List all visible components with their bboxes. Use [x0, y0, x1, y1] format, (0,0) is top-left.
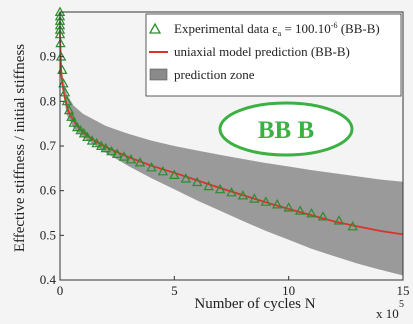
- experimental-data-point: [63, 104, 75, 115]
- badge-text: BB B: [258, 117, 314, 144]
- y-tick-label: 0.4: [40, 272, 57, 287]
- prediction-zone-band: [60, 34, 403, 276]
- x-axis-title: Number of cycles N: [194, 296, 315, 312]
- experimental-data-point: [125, 153, 137, 164]
- y-tick-label: 0.5: [40, 227, 56, 242]
- experimental-data-point: [180, 173, 192, 183]
- experimental-data-point: [157, 166, 169, 176]
- experimental-data-point: [68, 117, 79, 127]
- experimental-data-point: [91, 137, 102, 148]
- experimental-data-point: [347, 220, 358, 231]
- x-tick-label: 5: [171, 283, 178, 298]
- y-tick-label: 0.7: [40, 138, 57, 153]
- experimental-data-point: [306, 207, 317, 218]
- legend-label-zone: prediction zone: [174, 67, 255, 82]
- experimental-data-point: [86, 135, 98, 145]
- experimental-data-point: [82, 131, 93, 141]
- experimental-data-point: [61, 95, 73, 106]
- legend-triangle-marker: [148, 22, 162, 34]
- experimental-data-point: [71, 121, 83, 132]
- experimental-data-point: [191, 176, 203, 187]
- x-tick-label: 15: [397, 283, 410, 298]
- legend-label-experimental: Experimental data εa = 100.10-6 (BB-B): [174, 21, 380, 38]
- legend-label-model: uniaxial model prediction (BB-B): [174, 44, 350, 59]
- legend-item-zone: prediction zone: [149, 67, 255, 82]
- legend-box: [145, 13, 402, 97]
- y-tick-label: 0.6: [40, 183, 57, 198]
- badge-ellipse: [218, 101, 354, 157]
- experimental-data-point: [59, 86, 71, 97]
- legend: Experimental data εa = 100.10-6 (BB-B) u…: [145, 13, 402, 97]
- experimental-data-point: [249, 193, 260, 203]
- x-multiplier-exponent: 5: [399, 299, 404, 310]
- experimental-data-point: [95, 140, 107, 150]
- experimental-data-point: [106, 145, 117, 156]
- experimental-data-point: [75, 124, 86, 135]
- y-axis-title: Effective stiffness / initial stiffness: [12, 44, 28, 252]
- x-axis-multiplier: x 10 5: [376, 299, 404, 321]
- experimental-data-point: [58, 78, 69, 88]
- legend-area-swatch: [149, 68, 168, 81]
- annotation-badge: BB B: [218, 101, 354, 157]
- experimental-data-point: [78, 128, 90, 138]
- experimental-data-point: [226, 187, 237, 197]
- x-multiplier-label: x 10: [376, 306, 399, 321]
- legend-item-model: uniaxial model prediction (BB-B): [149, 44, 350, 59]
- experimental-data-point: [169, 169, 180, 179]
- experimental-data-point: [111, 148, 123, 158]
- experimental-data-point: [294, 205, 306, 215]
- experimental-data-point: [260, 196, 272, 206]
- x-tick-label: 10: [282, 283, 295, 298]
- x-tick-label: 0: [57, 283, 64, 298]
- experimental-data-point: [66, 111, 77, 121]
- experimental-data-point: [146, 161, 157, 172]
- experimental-data-point: [203, 180, 214, 191]
- y-tick-label: 0.8: [40, 93, 56, 108]
- experimental-data-point: [271, 199, 283, 209]
- legend-item-experimental: Experimental data εa = 100.10-6 (BB-B): [148, 21, 380, 38]
- y-tick-label: 0.9: [40, 49, 56, 64]
- experimental-data-point: [118, 151, 130, 161]
- experimental-data-point: [100, 142, 111, 153]
- experimental-data-point: [214, 183, 226, 194]
- model-prediction-line: [59, 34, 404, 236]
- experimental-data-point: [134, 157, 146, 167]
- experimental-data-point: [333, 215, 345, 225]
- experimental-data-point: [237, 190, 249, 200]
- experimental-data-point: [283, 202, 294, 212]
- experimental-data-point: [317, 211, 329, 221]
